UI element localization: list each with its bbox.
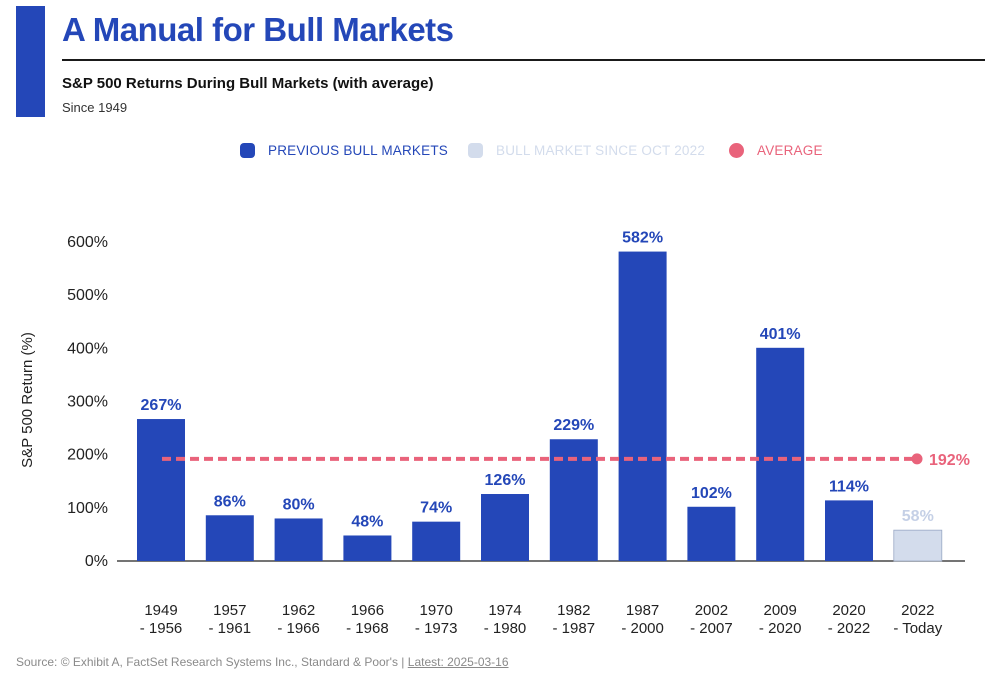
x-tick-label-start: 1957 [213,602,246,619]
x-tick-label-end: - 1987 [553,620,596,637]
chart-subtitle: S&P 500 Returns During Bull Markets (wit… [62,75,434,92]
x-tick-label-end: - 2022 [828,620,871,637]
legend-item-average: AVERAGE [729,143,823,158]
y-tick-label: 400% [67,340,108,357]
bar-value-label: 126% [485,472,526,489]
average-marker [911,453,923,465]
x-tick-label-end: - 2000 [621,620,664,637]
bar-value-label: 229% [553,417,594,434]
bars: 267% 1949- 1956 86% 1957- 1961 80% 1962- 1966… [137,230,943,637]
x-tick-label-start: 1974 [488,602,521,619]
bar [893,529,943,562]
bar-value-label: 582% [622,230,663,247]
bar [412,521,461,561]
bar-value-label: 48% [351,513,383,530]
legend-item-previous: PREVIOUS BULL MARKETS [240,143,448,158]
x-tick-label-end: - 1973 [415,620,458,637]
bar-value-label: 58% [902,508,934,525]
x-tick-label-end: - Today [893,620,942,637]
average-line-group: 192% [162,452,970,469]
x-tick-label-start: 2020 [832,602,865,619]
x-tick-label-end: - 1968 [346,620,389,637]
bar [274,518,323,561]
accent-bar [16,6,45,117]
x-tick-label-start: 2002 [695,602,728,619]
x-tick-label-start: 2022 [901,602,934,619]
x-tick-label-end: - 1961 [209,620,252,637]
legend-label-previous: PREVIOUS BULL MARKETS [268,143,448,158]
x-tick-label-start: 1962 [282,602,315,619]
x-tick-label-end: - 1980 [484,620,527,637]
source-text: Source: © Exhibit A, FactSet Research Sy… [16,655,408,669]
bar [343,535,392,561]
x-tick-label-start: 1970 [420,602,453,619]
bar-value-label: 74% [420,500,452,517]
latest-date: Latest: 2025-03-16 [407,655,509,669]
bar-value-label: 102% [691,485,732,502]
bar [756,347,805,561]
x-tick-label-end: - 1956 [140,620,183,637]
x-tick-label-start: 1949 [144,602,177,619]
title-divider [62,59,985,61]
legend-label-current: BULL MARKET SINCE OCT 2022 [496,143,706,158]
bar [618,251,667,561]
legend-swatch-current [468,143,483,158]
bar-value-label: 86% [214,493,246,510]
since-note: Since 1949 [62,100,128,115]
legend-swatch-average [729,143,744,158]
average-label: 192% [929,452,970,469]
bar [825,500,873,561]
x-tick-label-end: - 1966 [277,620,320,637]
bar [137,419,185,561]
y-axis-label: S&P 500 Return (%) [19,332,36,468]
legend-item-current: BULL MARKET SINCE OCT 2022 [468,143,705,158]
legend-label-average: AVERAGE [757,143,823,158]
legend-swatch-previous [240,143,255,158]
y-tick-label: 300% [67,394,108,411]
bar [481,494,529,561]
y-tick-label: 0% [85,553,108,570]
y-tick-label: 500% [67,287,108,304]
source-note: Source: © Exhibit A, FactSet Research Sy… [16,655,509,669]
y-tick-label: 100% [67,500,108,517]
x-tick-label-end: - 2007 [690,620,733,637]
x-tick-label-start: 1982 [557,602,590,619]
page-title: A Manual for Bull Markets [62,11,454,48]
x-tick-label-start: 1987 [626,602,659,619]
bar-value-label: 267% [141,397,182,414]
bar-value-label: 401% [760,326,801,343]
x-tick-label-start: 1966 [351,602,384,619]
y-tick-label: 600% [67,234,108,251]
bar [687,506,736,561]
x-tick-label-start: 2009 [764,602,797,619]
bar [205,515,254,561]
x-tick-label-end: - 2020 [759,620,802,637]
y-ticks: 0% 100% 200% 300% 400% 500% 600% [67,234,108,570]
y-tick-label: 200% [67,447,108,464]
bar-value-label: 114% [829,478,869,495]
bar-value-label: 80% [283,496,315,513]
